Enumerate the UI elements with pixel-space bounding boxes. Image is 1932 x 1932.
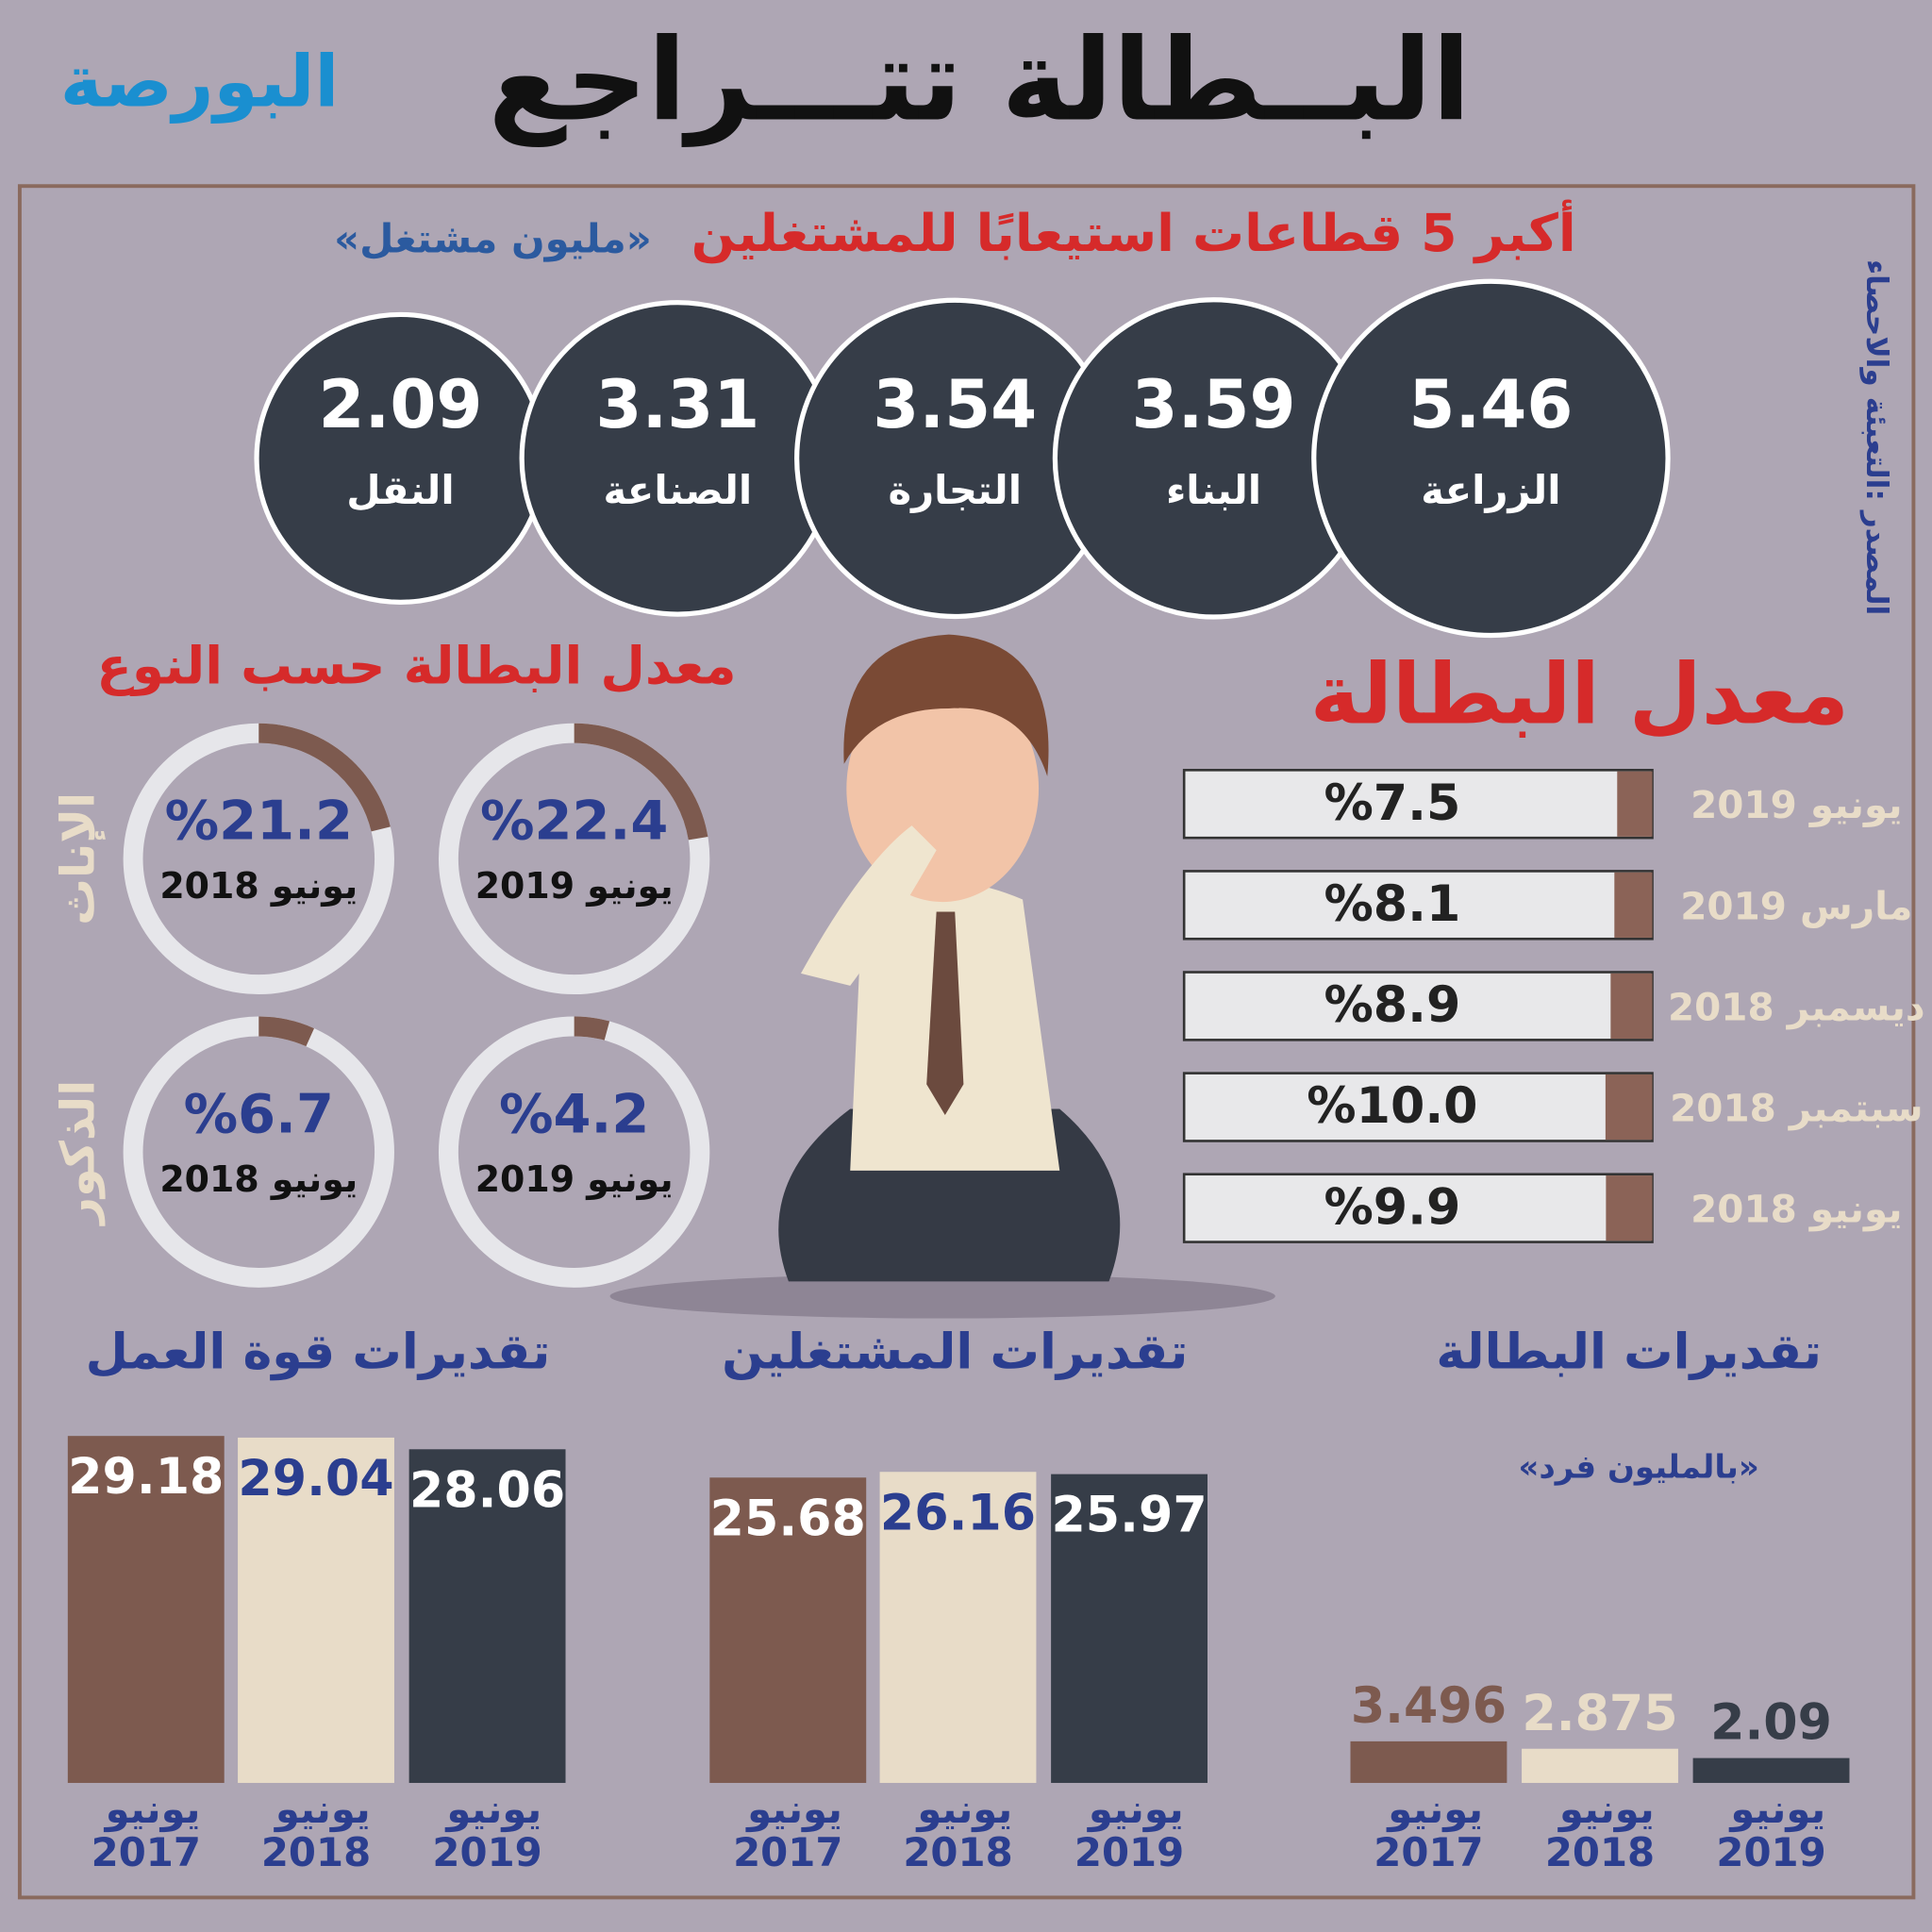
value-label: %21.2 [165,789,353,852]
donut-arc [574,1016,610,1041]
value-label: %22.4 [480,789,668,852]
bubble-value: 3.54 [873,366,1037,443]
gender-title: معدل البطالة حسب النوع [96,635,736,696]
x-tick-label: يونيو 2018 [261,1786,371,1875]
unemployed-subtitle: «بالمليون فرد» [1518,1448,1758,1486]
bar [238,1437,394,1783]
frame [17,184,1916,1900]
value-label: %8.9 [1324,977,1460,1034]
x-tick-label: يونيو 2018 [1545,1786,1655,1875]
bar [1522,1748,1678,1783]
bubble [254,311,547,605]
bubble-label: التجارة [888,467,1022,513]
category-label: سبتمبر 2018 [1670,1085,1923,1130]
bubble-value: 3.59 [1132,366,1296,443]
tie [926,911,964,1116]
source: المصدر :التعبئة والاحصاء [1859,259,1893,615]
bar [1614,872,1653,938]
x-tick-label: يونيو 2018 [903,1786,1012,1875]
bar-track [1182,870,1654,941]
value-label: %8.1 [1324,876,1460,933]
bar [879,1472,1037,1783]
chart-title: تقديرات البطالة [1436,1324,1822,1381]
value-label: 25.97 [1051,1488,1207,1544]
bar-track [1182,769,1654,840]
value-label: 28.06 [409,1462,565,1519]
bubble [519,300,837,617]
bubble-label: الزراعة [1421,467,1560,514]
sectors-subtitle: «مليون مشتغل» [334,216,652,263]
value-label: 26.16 [880,1485,1036,1541]
page-title: البــطالة تتـــراجع [489,15,1471,148]
bar [1692,1757,1850,1783]
bar [1605,1074,1653,1141]
bubble-label: البناء [1166,467,1261,513]
category-label: يونيو 2018 [159,865,358,907]
x-tick-label: يونيو 2017 [733,1786,842,1875]
bar [709,1477,867,1783]
category-label: مارس 2019 [1680,883,1912,928]
category-label: يونيو 2019 [1690,782,1902,827]
hair [843,634,1049,776]
bar [1617,771,1653,837]
x-tick-label: يونيو 2019 [432,1786,541,1875]
bar [1610,973,1653,1040]
value-label: 29.18 [68,1449,224,1506]
bubble-value: 5.46 [1408,366,1573,443]
category-label: ديسمبر 2018 [1668,984,1925,1029]
value-label: %9.9 [1324,1179,1460,1236]
legend-label: الإناث [51,792,106,925]
donut-arc [258,1016,314,1047]
logo: البورصة [60,40,340,124]
bubble-value: 2.09 [318,366,482,443]
bubble-label: النقل [346,467,454,513]
x-tick-label: يونيو 2017 [92,1786,201,1875]
bar [67,1436,225,1783]
value-label: 3.496 [1351,1678,1507,1735]
value-label: %6.7 [184,1082,334,1145]
chart-title: تقديرات قوة العمل [86,1324,551,1381]
value-label: %4.2 [499,1082,649,1145]
bubble-value: 3.31 [595,366,759,443]
bubble [1311,278,1671,639]
shadow [609,1274,1275,1319]
category-label: يونيو 2019 [475,865,674,907]
value-label: 25.68 [710,1491,866,1547]
value-label: 2.09 [1710,1695,1832,1752]
arm [800,825,937,986]
bar [1350,1740,1507,1783]
legend-label: الذكور [51,1080,107,1227]
sectors-title: أكبر 5 قطاعات استيعابًا للمشتغلين [691,199,1576,263]
x-tick-label: يونيو 2019 [1716,1786,1825,1875]
value-label: %7.5 [1324,775,1460,832]
donut-arc [574,723,708,841]
bar [1606,1175,1653,1241]
value-label: %10.0 [1307,1078,1477,1135]
chart-title: تقديرات المشتغلين [722,1324,1188,1381]
bar-track [1182,971,1654,1041]
illustration [609,634,1275,1319]
bar [1051,1474,1208,1783]
bar-track [1182,1173,1654,1243]
bar [408,1449,566,1783]
category-label: يونيو 2018 [159,1158,358,1200]
x-tick-label: يونيو 2019 [1074,1786,1184,1875]
rate-title: معدل البطالة [1310,645,1849,742]
bubble-label: الصناعة [603,467,752,513]
value-label: 29.04 [238,1451,393,1507]
value-label: 2.875 [1522,1686,1677,1742]
bar-track [1182,1072,1654,1142]
category-label: يونيو 2019 [475,1158,674,1200]
category-label: يونيو 2018 [1690,1187,1902,1232]
x-tick-label: يونيو 2017 [1374,1786,1483,1875]
donut-arc [258,723,391,832]
